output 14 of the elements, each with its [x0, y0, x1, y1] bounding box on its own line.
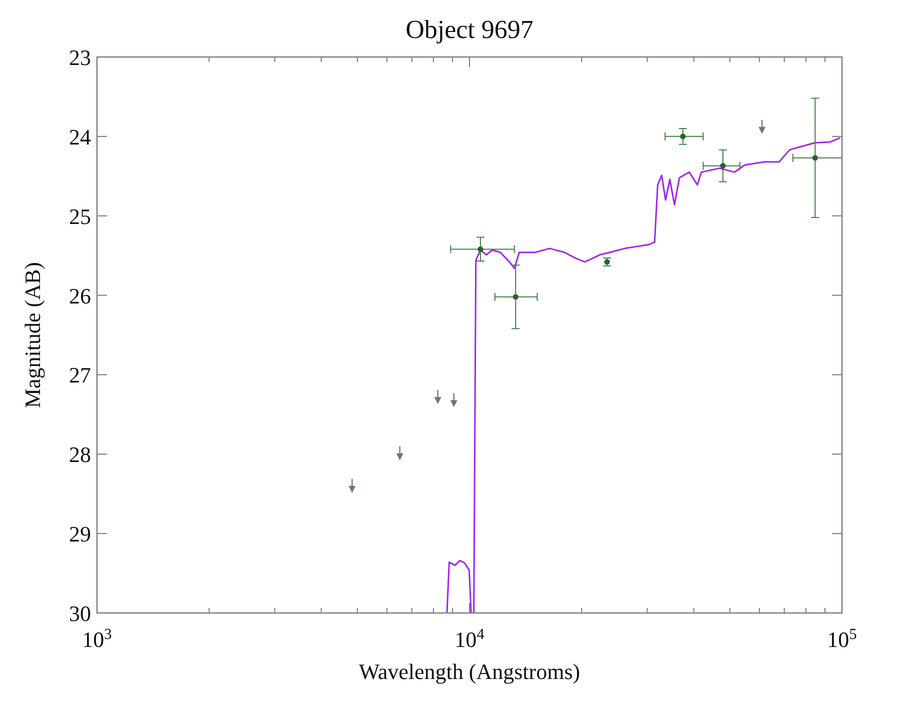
- x-axis-title: Wavelength (Angstroms): [358, 659, 580, 684]
- y-tick-label: 30: [69, 601, 91, 626]
- y-tick-label: 23: [69, 45, 91, 70]
- y-tick-label: 25: [69, 204, 91, 229]
- y-axis-title: Magnitude (AB): [20, 262, 45, 408]
- x-tick-label: 10$^{3}$: [82, 626, 112, 652]
- chart-title: Object 9697: [406, 15, 534, 44]
- x-tick-label: 10$^{4}$: [454, 626, 485, 652]
- y-tick-label: 24: [69, 124, 91, 150]
- y-tick-label: 28: [69, 442, 91, 468]
- x-tick-label: 10$^{5}$: [827, 626, 858, 652]
- y-tick-label: 27: [69, 362, 91, 388]
- y-tick-label: 26: [69, 283, 91, 308]
- y-tick-label: 29: [69, 522, 91, 547]
